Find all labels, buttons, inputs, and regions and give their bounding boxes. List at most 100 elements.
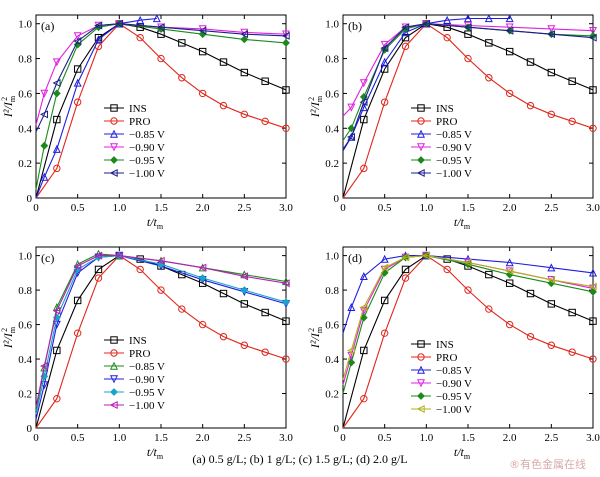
data-point bbox=[73, 78, 82, 87]
data-point bbox=[240, 300, 249, 308]
data-point bbox=[505, 23, 514, 32]
y-tick-label: 0 bbox=[27, 193, 33, 205]
data-point bbox=[282, 298, 290, 307]
legend-marker bbox=[417, 104, 425, 112]
data-point bbox=[73, 329, 82, 337]
data-point bbox=[505, 47, 514, 56]
data-point bbox=[380, 296, 389, 305]
y-axis-label: I²/Im2 bbox=[307, 326, 324, 349]
x-tick-label: 1.5 bbox=[154, 432, 168, 444]
data-point bbox=[40, 89, 49, 98]
data-point bbox=[240, 30, 249, 39]
panel-label: (b) bbox=[348, 19, 362, 33]
legend-marker bbox=[416, 143, 426, 152]
data-point bbox=[464, 54, 472, 63]
legend-label: INS bbox=[129, 103, 147, 115]
data-point bbox=[240, 286, 249, 295]
x-tick-label: 0 bbox=[33, 432, 39, 444]
data-point bbox=[347, 132, 356, 142]
data-point bbox=[443, 23, 451, 31]
data-point bbox=[547, 341, 556, 349]
data-point bbox=[347, 346, 356, 355]
data-point bbox=[198, 263, 207, 272]
data-point bbox=[219, 332, 228, 341]
y-tick-label: 0.6 bbox=[325, 88, 339, 100]
data-point bbox=[380, 57, 389, 66]
data-point bbox=[115, 251, 124, 260]
series-line bbox=[35, 255, 287, 415]
x-tick-label: 0.5 bbox=[378, 202, 392, 214]
data-point bbox=[347, 358, 356, 367]
data-point bbox=[401, 274, 410, 282]
data-point bbox=[526, 101, 535, 110]
data-point bbox=[178, 74, 186, 82]
legend-marker bbox=[416, 404, 425, 414]
x-tick-label: 3.0 bbox=[586, 432, 600, 444]
y-axis-label: I²/Im2 bbox=[307, 95, 324, 118]
data-point bbox=[115, 19, 124, 28]
data-point bbox=[380, 254, 389, 263]
x-tick-label: 2.0 bbox=[503, 202, 517, 214]
data-point bbox=[157, 54, 165, 63]
legend-marker bbox=[416, 129, 426, 138]
data-point bbox=[178, 305, 186, 313]
x-axis-label: t/tm bbox=[147, 215, 164, 231]
x-tick-label: 1.5 bbox=[154, 202, 168, 214]
y-tick-label: 0.6 bbox=[18, 88, 32, 100]
data-point bbox=[463, 23, 472, 32]
legend-label: PRO bbox=[436, 116, 457, 128]
data-point bbox=[443, 33, 451, 42]
x-tick-label: 0 bbox=[33, 202, 39, 214]
data-point bbox=[261, 77, 269, 85]
series-line bbox=[35, 23, 287, 199]
legend-marker bbox=[110, 388, 118, 396]
data-point bbox=[463, 14, 473, 23]
x-tick-label: 3.0 bbox=[279, 202, 293, 214]
data-point bbox=[73, 261, 82, 270]
series-line bbox=[35, 17, 157, 199]
x-axis-label: t/tm bbox=[454, 445, 471, 461]
data-point bbox=[178, 39, 186, 47]
data-point bbox=[73, 98, 82, 106]
x-tick-label: 0.5 bbox=[71, 432, 85, 444]
panel-label: (d) bbox=[348, 251, 362, 265]
y-tick-label: 1.0 bbox=[325, 19, 339, 31]
data-point bbox=[547, 68, 556, 77]
data-point bbox=[568, 308, 576, 317]
legend-marker bbox=[417, 117, 425, 125]
data-point bbox=[94, 274, 103, 282]
y-tick-label: 0.6 bbox=[18, 320, 32, 332]
data-point bbox=[73, 296, 82, 305]
y-tick-label: 0.8 bbox=[18, 54, 32, 66]
data-point bbox=[347, 303, 356, 312]
legend-marker bbox=[417, 156, 425, 164]
data-point bbox=[464, 286, 472, 294]
data-point bbox=[547, 275, 556, 284]
data-point bbox=[73, 65, 82, 73]
data-point bbox=[526, 289, 535, 298]
legend-marker bbox=[416, 365, 426, 374]
legend-label: −0.85 V bbox=[436, 365, 472, 377]
y-tick-label: 0.2 bbox=[18, 158, 32, 170]
data-point bbox=[219, 58, 228, 66]
data-point bbox=[198, 274, 207, 282]
legend-marker bbox=[109, 168, 118, 178]
legend-label: −0.95 V bbox=[129, 155, 165, 167]
series-line bbox=[342, 17, 510, 150]
data-point bbox=[588, 26, 598, 36]
data-point bbox=[360, 164, 368, 173]
data-point bbox=[422, 251, 431, 260]
y-tick-label: 0 bbox=[334, 423, 340, 435]
y-axis-label: I²/Im2 bbox=[0, 326, 17, 349]
series-line bbox=[342, 255, 594, 334]
data-point bbox=[547, 110, 556, 119]
data-point bbox=[157, 286, 165, 294]
data-point bbox=[505, 14, 514, 23]
data-point bbox=[505, 89, 514, 98]
series-5 bbox=[35, 19, 290, 190]
x-tick-label: 2.5 bbox=[237, 432, 251, 444]
series-5 bbox=[342, 19, 597, 141]
x-tick-label: 3.0 bbox=[586, 202, 600, 214]
x-tick-label: 2.5 bbox=[237, 202, 251, 214]
